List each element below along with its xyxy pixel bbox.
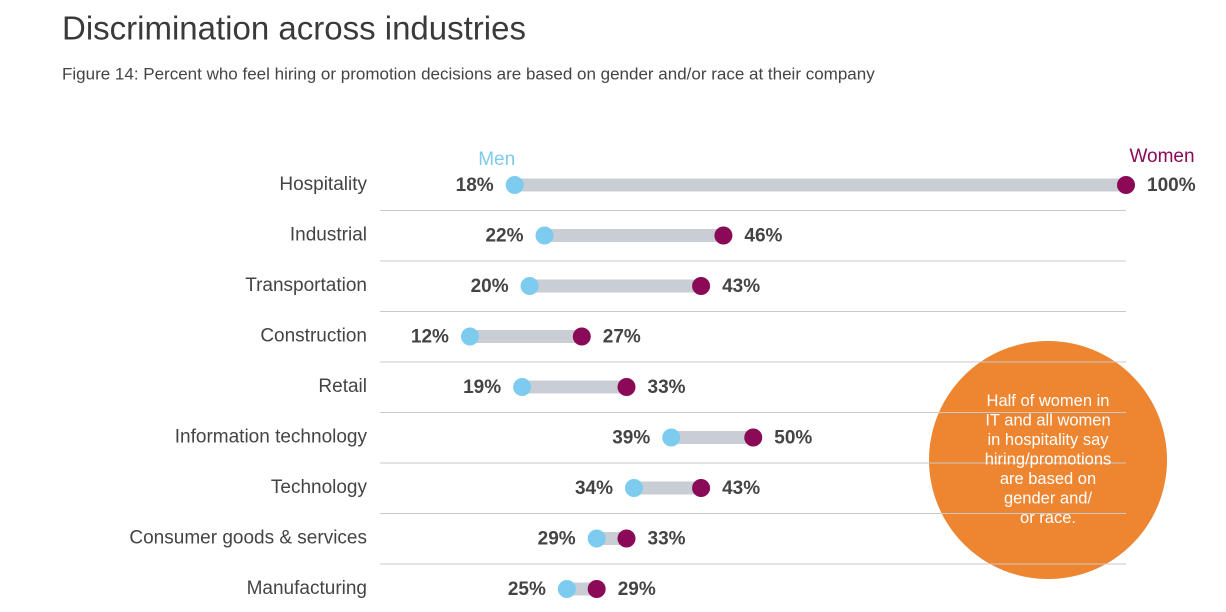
- men-value-label: 39%: [612, 428, 650, 449]
- women-value-label: 46%: [744, 226, 782, 247]
- category-label: Hospitality: [279, 174, 367, 195]
- category-label: Consumer goods & services: [129, 528, 367, 549]
- men-value-label: 34%: [575, 478, 613, 499]
- men-dot: [460, 327, 479, 346]
- men-value-label: 20%: [471, 276, 509, 297]
- men-value-label: 25%: [508, 579, 546, 600]
- category-label: Retail: [318, 376, 367, 397]
- men-dot: [520, 277, 539, 295]
- women-dot: [617, 529, 636, 548]
- women-value-label: 33%: [648, 529, 686, 550]
- category-label: Transportation: [245, 275, 367, 296]
- men-value-label: 22%: [485, 226, 523, 247]
- women-dot: [714, 226, 733, 245]
- women-dot: [744, 428, 763, 447]
- men-value-label: 19%: [463, 377, 501, 398]
- category-label: Technology: [271, 477, 368, 498]
- category-label: Industrial: [290, 225, 367, 246]
- category-label: Construction: [260, 326, 367, 347]
- annotation-line: in hospitality say: [987, 431, 1109, 449]
- women-value-label: 100%: [1147, 175, 1196, 196]
- women-dot: [692, 479, 711, 497]
- men-value-label: 29%: [538, 529, 576, 550]
- men-dot: [624, 479, 643, 497]
- men-dot: [535, 226, 554, 245]
- chart-subtitle: Figure 14: Percent who feel hiring or pr…: [62, 64, 875, 83]
- men-value-label: 12%: [411, 327, 449, 348]
- men-dot: [587, 529, 606, 548]
- women-dot: [617, 378, 636, 396]
- annotation-line: Half of women in: [987, 392, 1110, 410]
- legend-men: Men: [478, 149, 515, 170]
- women-value-label: 43%: [722, 478, 760, 499]
- women-value-label: 50%: [774, 428, 812, 449]
- men-dot: [513, 378, 532, 396]
- annotation-line: hiring/promotions: [985, 450, 1112, 468]
- category-label: Manufacturing: [247, 578, 367, 599]
- men-dot: [505, 176, 524, 194]
- women-value-label: 29%: [618, 579, 656, 600]
- category-label: Information technology: [175, 427, 368, 448]
- women-value-label: 33%: [648, 377, 686, 398]
- chart-title: Discrimination across industries: [62, 10, 526, 47]
- women-value-label: 43%: [722, 276, 760, 297]
- women-value-label: 27%: [603, 327, 641, 348]
- annotation-line: or race.: [1020, 509, 1076, 527]
- men-dot: [557, 580, 576, 598]
- women-dot: [692, 277, 711, 295]
- men-dot: [662, 428, 681, 447]
- women-dot: [587, 580, 606, 598]
- annotation-line: IT and all women: [985, 411, 1110, 429]
- women-dot: [1117, 176, 1135, 194]
- annotation-line: are based on: [1000, 470, 1096, 488]
- annotation-bubble: [929, 341, 1167, 579]
- annotation-line: gender and/: [1004, 489, 1092, 507]
- women-dot: [572, 327, 591, 346]
- legend-women: Women: [1129, 146, 1194, 167]
- men-value-label: 18%: [456, 175, 494, 196]
